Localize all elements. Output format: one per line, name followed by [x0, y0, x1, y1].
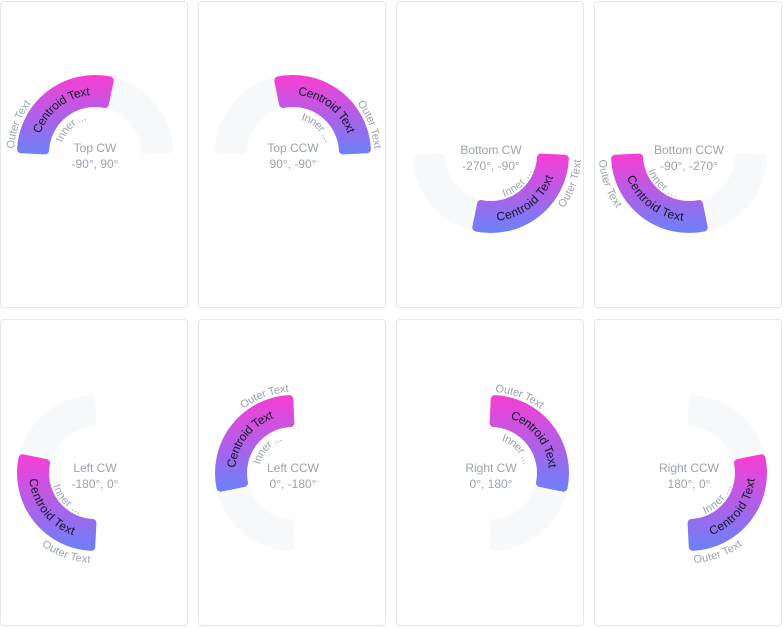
arc-chart: Bottom CCW-90°, -270°Centroid TextOuter … [596, 143, 767, 234]
card-angles: -90°, -270° [660, 159, 718, 173]
card-angles: 180°, 0° [668, 477, 711, 491]
card-angles: 0°, -180° [270, 477, 317, 491]
card-angles: -180°, 0° [72, 477, 119, 491]
card-title: Right CW [465, 461, 517, 475]
arc-value-segment[interactable] [274, 75, 371, 155]
arc-value-segment[interactable] [611, 153, 708, 233]
arc-value-segment[interactable] [489, 395, 569, 492]
card-angles: 90°, -90° [270, 157, 317, 171]
card-title: Bottom CCW [654, 143, 725, 157]
arc-card [0, 1, 188, 308]
card-title: Top CW [74, 141, 117, 155]
card-title: Right CCW [659, 461, 720, 475]
arc-value-segment[interactable] [17, 454, 97, 551]
card-title: Left CCW [267, 461, 320, 475]
arc-value-segment[interactable] [472, 153, 569, 233]
card-title: Top CCW [267, 141, 319, 155]
arc-value-segment[interactable] [17, 75, 114, 155]
card-title: Bottom CW [460, 143, 522, 157]
card-angles: 0°, 180° [470, 477, 513, 491]
arc-card [198, 1, 386, 308]
arc-value-segment[interactable] [687, 454, 767, 551]
arc-value-segment[interactable] [215, 395, 295, 492]
card-angles: -270°, -90° [462, 159, 520, 173]
card-title: Left CW [73, 461, 117, 475]
card-angles: -90°, 90° [72, 157, 119, 171]
